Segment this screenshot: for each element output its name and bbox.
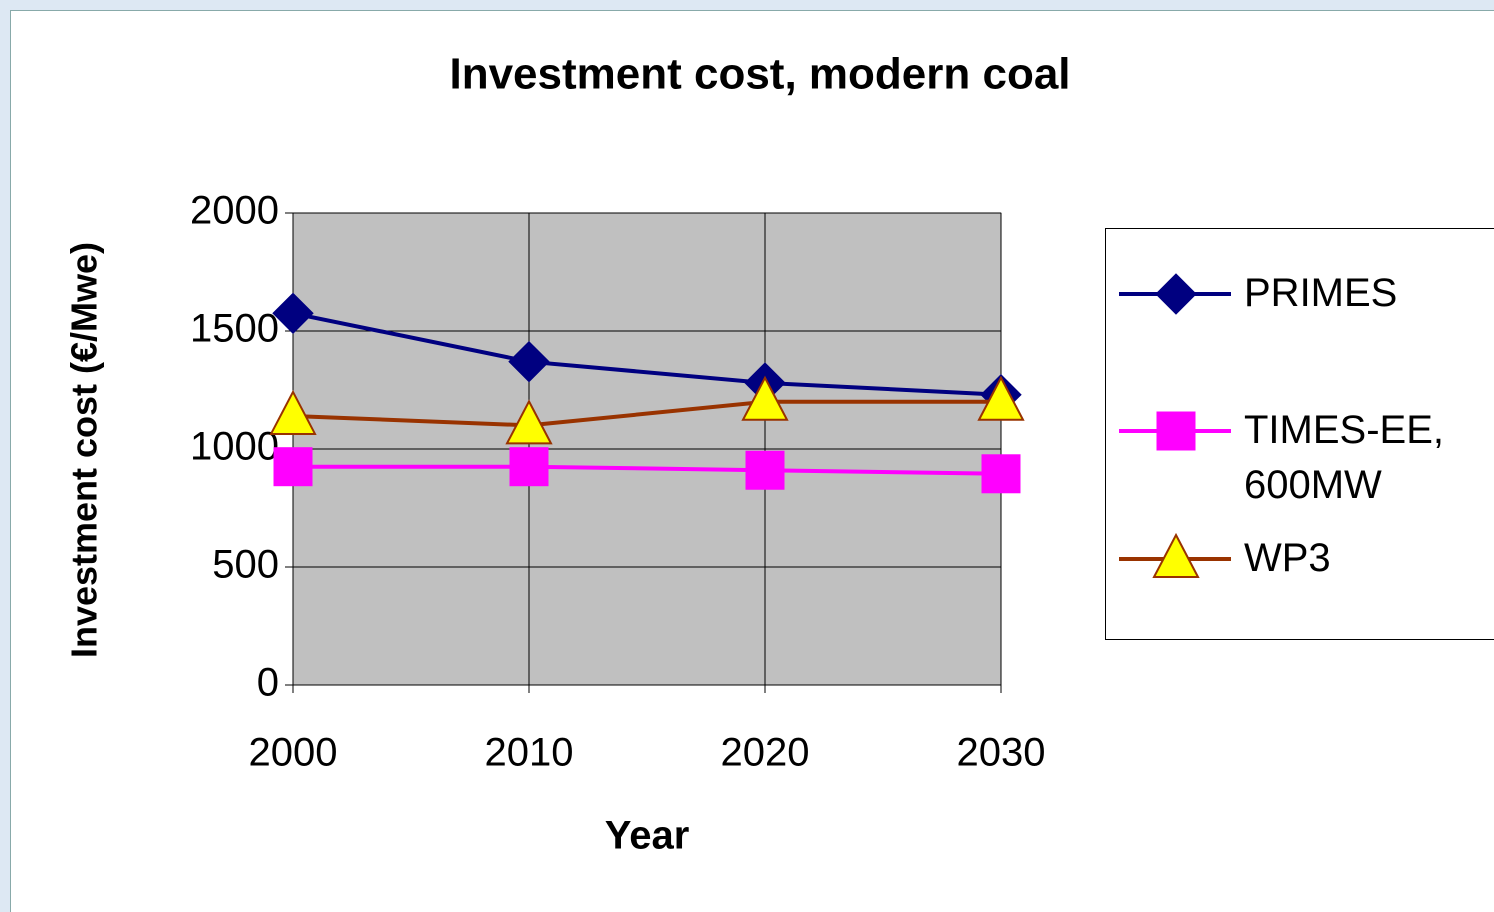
x-tick-label: 2000 — [249, 731, 338, 775]
series-line — [292, 311, 1002, 397]
marker — [273, 447, 313, 487]
marker — [509, 447, 549, 487]
marker — [269, 389, 317, 435]
series-line — [292, 399, 1001, 428]
series-line — [293, 464, 1002, 476]
legend: PRIMES TIMES-EE, 600MW WP3 — [1105, 228, 1494, 640]
marker — [272, 292, 314, 335]
legend-label: WP3 — [1244, 536, 1331, 580]
chart-title: Investment cost, modern coal — [449, 50, 1070, 99]
marker — [1155, 273, 1197, 315]
legend-label: PRIMES — [1244, 271, 1398, 315]
y-tick-label: 0 — [257, 661, 279, 705]
x-tick-label: 2010 — [485, 731, 574, 775]
y-tick-label: 2000 — [190, 189, 279, 233]
y-axis-title: Investment cost (€/Mwe) — [64, 242, 105, 658]
marker — [505, 399, 553, 445]
marker — [977, 375, 1025, 421]
marker — [508, 340, 550, 383]
x-tick-label: 2030 — [957, 731, 1046, 775]
marker — [745, 450, 785, 490]
legend-marks — [1119, 273, 1231, 578]
marker — [1152, 532, 1200, 578]
marker — [1156, 411, 1196, 451]
y-tick-label: 500 — [212, 543, 279, 587]
x-axis-title: Year — [605, 814, 690, 858]
y-tick-label: 1000 — [190, 425, 279, 469]
x-tick-label: 2020 — [721, 731, 810, 775]
legend-label: TIMES-EE, 600MW — [1244, 408, 1445, 507]
marker — [741, 375, 789, 421]
y-tick-label: 1500 — [190, 307, 279, 351]
marker — [981, 454, 1021, 494]
